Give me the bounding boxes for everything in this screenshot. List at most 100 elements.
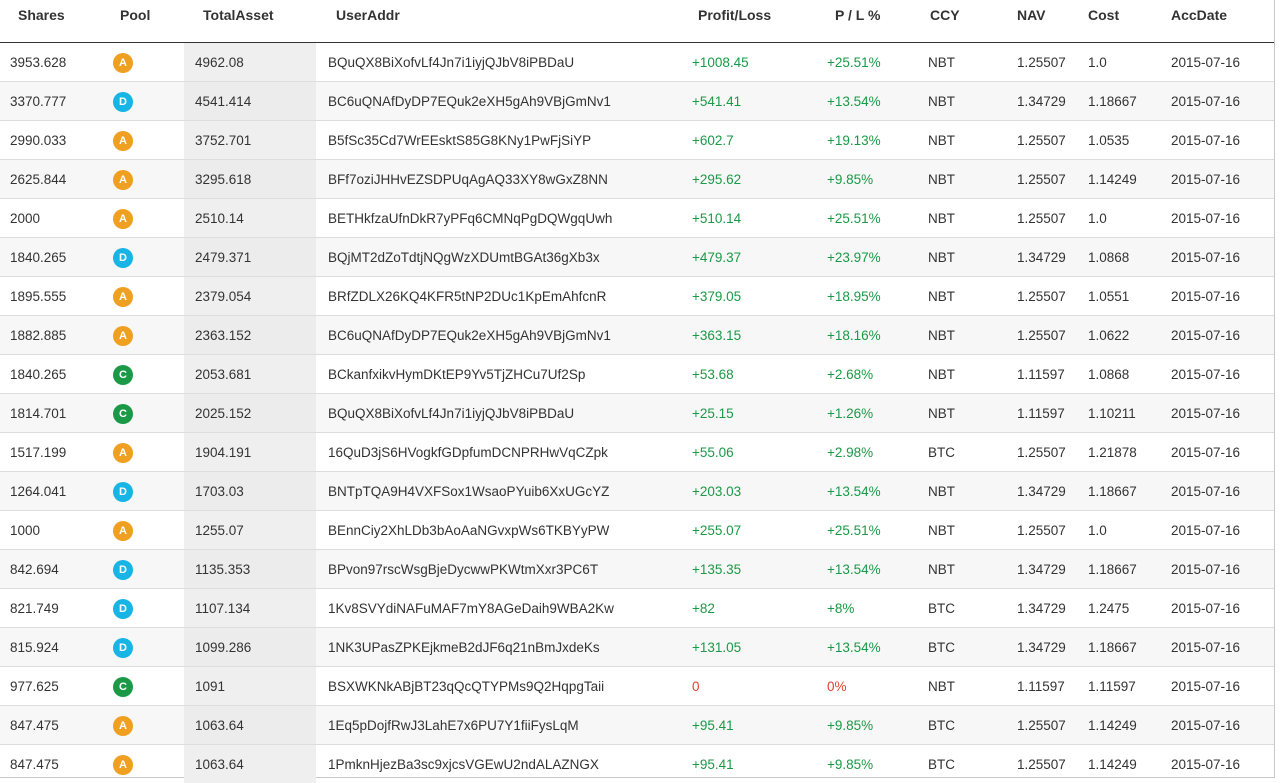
currency-cell: NBT — [913, 82, 992, 121]
nav-cell: 1.25507 — [992, 706, 1074, 745]
profit-loss-cell-text: +510.14 — [692, 211, 741, 226]
column-header-totalasset[interactable]: TotalAsset — [184, 0, 316, 43]
shares-cell: 1840.265 — [0, 355, 110, 394]
profit-loss-cell: +479.37 — [678, 238, 813, 277]
nav-cell: 1.11597 — [992, 394, 1074, 433]
acc-date-cell-text: 2015-07-16 — [1171, 601, 1240, 616]
pool-badge: A — [113, 209, 133, 229]
user-address-cell-text: BQuQX8BiXofvLf4Jn7i1iyjQJbV8iPBDaU — [328, 55, 574, 70]
cost-cell-text: 1.0868 — [1088, 367, 1129, 382]
cost-cell: 1.18667 — [1074, 550, 1157, 589]
profit-loss-percent-cell: +1.26% — [813, 394, 913, 433]
nav-cell: 1.34729 — [992, 472, 1074, 511]
cost-cell-text: 1.21878 — [1088, 445, 1137, 460]
user-address-cell-text: BPvon97rscWsgBjeDycwwPKWtmXxr3PC6T — [328, 562, 598, 577]
pool-cell: A — [110, 43, 184, 82]
user-address-cell: 16QuD3jS6HVogkfGDpfumDCNPRHwVqCZpk — [316, 433, 678, 472]
profit-loss-cell-text: +1008.45 — [692, 55, 749, 70]
acc-date-cell-text: 2015-07-16 — [1171, 406, 1240, 421]
acc-date-cell-text: 2015-07-16 — [1171, 679, 1240, 694]
profit-loss-percent-cell: +13.54% — [813, 472, 913, 511]
column-header-pl-percent[interactable]: P / L % — [813, 0, 913, 43]
user-address-cell: BC6uQNAfDyDP7EQuk2eXH5gAh9VBjGmNv1 — [316, 82, 678, 121]
nav-cell: 1.34729 — [992, 238, 1074, 277]
acc-date-cell: 2015-07-16 — [1157, 355, 1274, 394]
user-address-cell: B5fSc35Cd7WrEEsktS85G8KNy1PwFjSiYP — [316, 121, 678, 160]
user-address-cell-text: BQuQX8BiXofvLf4Jn7i1iyjQJbV8iPBDaU — [328, 406, 574, 421]
pool-cell: D — [110, 82, 184, 121]
profit-loss-percent-cell: +13.54% — [813, 82, 913, 121]
profit-loss-percent-cell: +2.98% — [813, 433, 913, 472]
profit-loss-percent-cell-text: +2.68% — [827, 367, 873, 382]
profit-loss-cell-text: +363.15 — [692, 328, 741, 343]
cost-cell: 1.11597 — [1074, 667, 1157, 706]
profit-loss-percent-cell-text: +25.51% — [827, 211, 881, 226]
shares-cell: 2000 — [0, 199, 110, 238]
column-header-ccy[interactable]: CCY — [913, 0, 992, 43]
shares-cell: 1264.041 — [0, 472, 110, 511]
total-asset-cell: 2025.152 — [184, 394, 316, 433]
user-address-cell: BQuQX8BiXofvLf4Jn7i1iyjQJbV8iPBDaU — [316, 43, 678, 82]
currency-cell-text: BTC — [928, 718, 955, 733]
profit-loss-percent-cell-text: +9.85% — [827, 757, 873, 772]
total-asset-cell: 2363.152 — [184, 316, 316, 355]
user-address-cell-text: 1NK3UPasZPKEjkmeB2dJF6q21nBmJxdeKs — [328, 640, 600, 655]
cost-cell: 1.21878 — [1074, 433, 1157, 472]
column-header-nav[interactable]: NAV — [992, 0, 1074, 43]
user-address-cell-text: BQjMT2dZoTdtjNQgWzXDUmtBGAt36gXb3x — [328, 250, 600, 265]
user-address-cell-text: BC6uQNAfDyDP7EQuk2eXH5gAh9VBjGmNv1 — [328, 328, 611, 343]
profit-loss-cell-text: +602.7 — [692, 133, 734, 148]
profit-loss-percent-cell-text: +13.54% — [827, 94, 881, 109]
acc-date-cell-text: 2015-07-16 — [1171, 328, 1240, 343]
profit-loss-percent-cell: +19.13% — [813, 121, 913, 160]
profit-loss-cell-text: +95.41 — [692, 718, 734, 733]
profit-loss-cell: +53.68 — [678, 355, 813, 394]
currency-cell: BTC — [913, 745, 992, 783]
user-address-cell: 1Kv8SVYdiNAFuMAF7mY8AGeDaih9WBA2Kw — [316, 589, 678, 628]
acc-date-cell-text: 2015-07-16 — [1171, 445, 1240, 460]
profit-loss-percent-cell: +8% — [813, 589, 913, 628]
total-asset-cell: 4541.414 — [184, 82, 316, 121]
column-header-accdate[interactable]: AccDate — [1157, 0, 1274, 43]
pool-cell: D — [110, 628, 184, 667]
column-header-useraddr[interactable]: UserAddr — [316, 0, 678, 43]
user-address-cell: BETHkfzaUfnDkR7yPFq6CMNqPgDQWgqUwh — [316, 199, 678, 238]
nav-cell-text: 1.25507 — [1017, 757, 1066, 772]
cost-cell-text: 1.18667 — [1088, 484, 1137, 499]
pool-badge: A — [113, 755, 133, 775]
shares-cell-text: 842.694 — [10, 562, 59, 577]
column-header-profit-loss[interactable]: Profit/Loss — [678, 0, 813, 43]
profit-loss-cell-text: +82 — [692, 601, 715, 616]
shares-cell: 1517.199 — [0, 433, 110, 472]
column-header-cost[interactable]: Cost — [1074, 0, 1157, 43]
acc-date-cell: 2015-07-16 — [1157, 394, 1274, 433]
profit-loss-percent-cell-text: +2.98% — [827, 445, 873, 460]
shares-cell-text: 3953.628 — [10, 55, 66, 70]
shares-cell: 821.749 — [0, 589, 110, 628]
currency-cell: NBT — [913, 394, 992, 433]
profit-loss-cell-text: +25.15 — [692, 406, 734, 421]
acc-date-cell-text: 2015-07-16 — [1171, 718, 1240, 733]
nav-cell: 1.25507 — [992, 160, 1074, 199]
column-header-shares[interactable]: Shares — [0, 0, 110, 43]
column-header-pool[interactable]: Pool — [110, 0, 184, 43]
